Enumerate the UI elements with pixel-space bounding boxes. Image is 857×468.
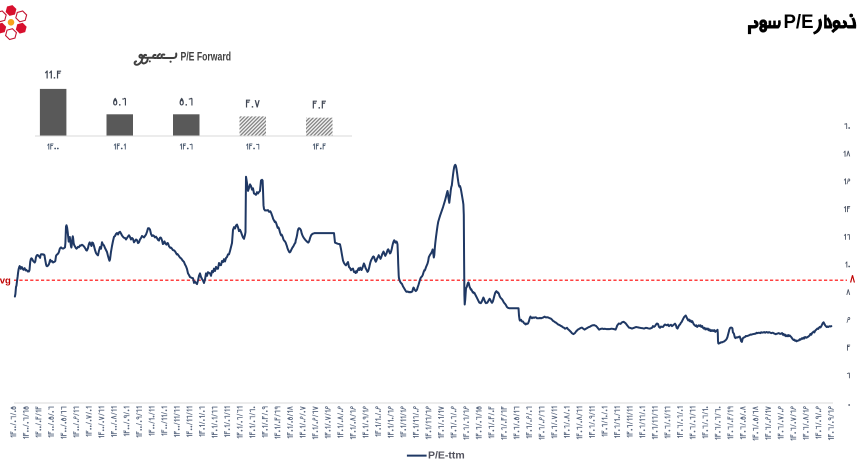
svg-text:P/E: P/E — [784, 11, 814, 33]
svg-text:avg: avg — [0, 276, 11, 287]
svg-text:P/E-ttm: P/E-ttm — [428, 449, 465, 461]
svg-text:P/E Forward: P/E Forward — [181, 52, 232, 64]
